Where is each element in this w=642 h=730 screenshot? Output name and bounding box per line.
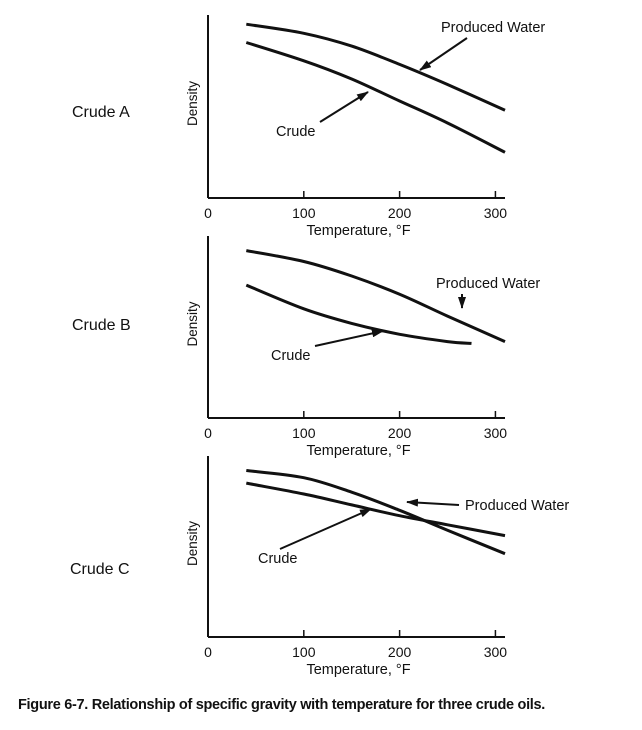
panel-3-x-tick-label-100: 100 — [292, 644, 316, 660]
panel-3-x-tick-label-200: 200 — [388, 644, 412, 660]
panel-3-x-tick-label-0: 0 — [204, 644, 212, 660]
panel-3-series-crude-line — [246, 481, 506, 538]
panel-1-series-crude-line — [245, 41, 506, 154]
panel-2-annotation-crude-label: Crude — [271, 348, 311, 364]
figure: 0 100 200 300 Temperature, °F Density Crude A P… — [70, 15, 569, 678]
panel-2-series-produced-water-line — [246, 249, 506, 343]
panel-3-y-axis-label: Density — [185, 521, 200, 566]
panel-2-x-tick-label-300: 300 — [484, 425, 508, 441]
panel-1-y-axis-label: Density — [185, 81, 200, 126]
panel-2-x-tick-label-100: 100 — [292, 425, 316, 441]
panel-3-series-produced-water-line — [246, 469, 506, 556]
panel-3-x-tick-label-300: 300 — [484, 644, 508, 660]
panel-3-annotation-produced-water-label: Produced Water — [465, 498, 569, 514]
panel-2-annotation-crude-arrow — [314, 329, 384, 347]
panel-3-annotation-produced-water-arrow — [406, 498, 460, 507]
panel-1-x-tick-label-300: 300 — [484, 205, 508, 221]
panel-2-x-tick-label-0: 0 — [204, 425, 212, 441]
panel-3-x-axis-label: Temperature, °F — [306, 662, 410, 678]
panel-1-annotation-crude-arrow — [319, 91, 369, 123]
panel-1-annotation-crude-label: Crude — [276, 124, 316, 140]
panel-3-title: Crude C — [70, 561, 130, 578]
panel-1-x-tick-label-0: 0 — [204, 205, 212, 221]
panel-2-annotation-produced-water-label: Produced Water — [436, 276, 540, 292]
panel-2-y-axis-label: Density — [185, 301, 200, 346]
panel-2-x-axis-label: Temperature, °F — [306, 443, 410, 459]
panel-3-annotation-crude-label: Crude — [258, 551, 298, 567]
panel-2-title: Crude B — [72, 317, 131, 334]
figure-caption: Figure 6-7. Relationship of specific gra… — [18, 697, 546, 713]
panel-1-title: Crude A — [72, 104, 130, 121]
panel-2-x-tick-label-200: 200 — [388, 425, 412, 441]
panel-1-annotation-produced-water-arrow — [419, 37, 468, 71]
panel-2-series-crude-line — [245, 283, 472, 345]
panel-1-x-tick-label-200: 200 — [388, 205, 412, 221]
figure-svg: 0 100 200 300 Temperature, °F Density Crude A P… — [70, 15, 569, 678]
panel-1-annotation-produced-water-label: Produced Water — [441, 20, 545, 36]
panel-1-x-tick-label-100: 100 — [292, 205, 316, 221]
panel-1-x-axis-label: Temperature, °F — [306, 223, 410, 239]
panel-3-annotation-crude-arrow — [279, 508, 372, 550]
panel-1-series-produced-water-line — [246, 22, 506, 112]
